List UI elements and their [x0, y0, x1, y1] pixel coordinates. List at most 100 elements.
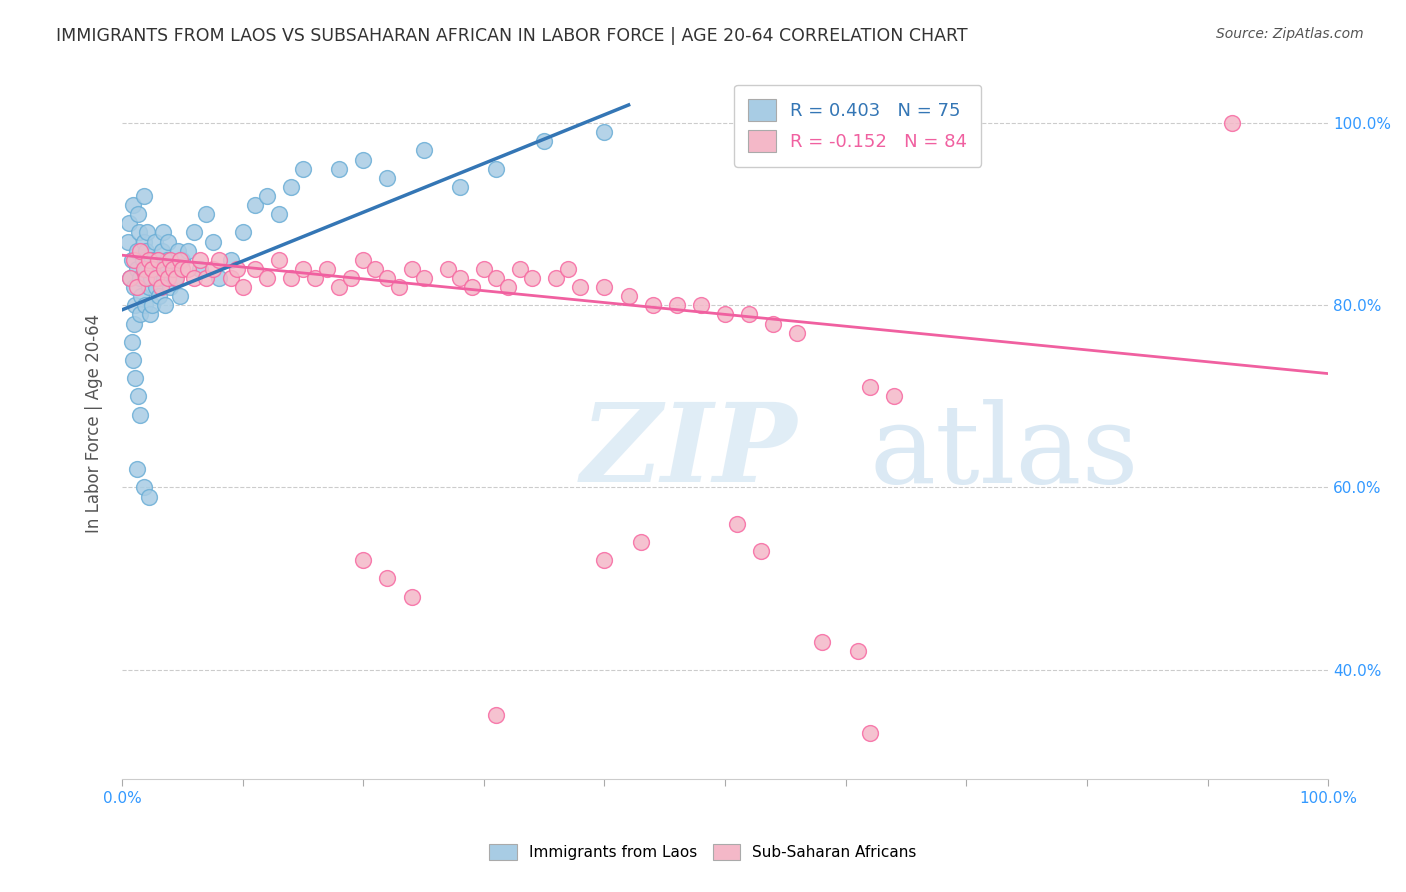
Point [166, 244, 188, 258]
Point [256, 271, 278, 285]
Text: IMMIGRANTS FROM LAOS VS SUBSAHARAN AFRICAN IN LABOR FORCE | AGE 20-64 CORRELATIO: IMMIGRANTS FROM LAOS VS SUBSAHARAN AFRIC… [56, 27, 967, 45]
Point [316, 261, 339, 276]
Point [153, 271, 176, 285]
Point [207, 271, 229, 285]
Point [509, 261, 531, 276]
Point [485, 271, 508, 285]
Text: Source: ZipAtlas.com: Source: ZipAtlas.com [1216, 27, 1364, 41]
Point [377, 271, 399, 285]
Point [485, 708, 508, 723]
Point [149, 280, 172, 294]
Point [132, 235, 155, 249]
Point [846, 644, 869, 658]
Point [135, 244, 157, 258]
Point [156, 235, 179, 249]
Point [557, 261, 579, 276]
Point [883, 389, 905, 403]
Point [165, 271, 187, 285]
Point [520, 271, 543, 285]
Point [569, 280, 592, 294]
Point [328, 161, 350, 176]
Legend: R = 0.403   N = 75, R = -0.152   N = 84: R = 0.403 N = 75, R = -0.152 N = 84 [734, 85, 981, 167]
Point [412, 144, 434, 158]
Point [122, 252, 145, 267]
Point [690, 298, 713, 312]
Point [725, 516, 748, 531]
Point [146, 252, 169, 267]
Point [145, 280, 167, 294]
Point [141, 298, 163, 312]
Point [169, 252, 191, 267]
Point [291, 261, 314, 276]
Point [243, 198, 266, 212]
Point [219, 271, 242, 285]
Point [177, 261, 200, 276]
Point [129, 408, 152, 422]
Text: ZIP: ZIP [581, 399, 797, 506]
Y-axis label: In Labor Force | Age 20-64: In Labor Force | Age 20-64 [86, 314, 103, 533]
Point [150, 244, 173, 258]
Point [143, 235, 166, 249]
Point [401, 590, 423, 604]
Point [280, 180, 302, 194]
Point [401, 261, 423, 276]
Point [145, 271, 167, 285]
Point [267, 207, 290, 221]
Point [159, 280, 181, 294]
Point [122, 353, 145, 368]
Point [142, 261, 165, 276]
Point [125, 462, 148, 476]
Point [485, 161, 508, 176]
Point [364, 261, 387, 276]
Point [232, 226, 254, 240]
Point [256, 189, 278, 203]
Point [304, 271, 326, 285]
Point [412, 271, 434, 285]
Point [129, 307, 152, 321]
Point [132, 189, 155, 203]
Point [762, 317, 785, 331]
Point [207, 252, 229, 267]
Point [169, 289, 191, 303]
Point [122, 280, 145, 294]
Point [195, 207, 218, 221]
Point [786, 326, 808, 340]
Point [617, 289, 640, 303]
Point [172, 261, 194, 276]
Point [328, 280, 350, 294]
Point [267, 252, 290, 267]
Point [152, 226, 174, 240]
Point [177, 244, 200, 258]
Point [121, 334, 143, 349]
Legend: Immigrants from Laos, Sub-Saharan Africans: Immigrants from Laos, Sub-Saharan Africa… [484, 838, 922, 866]
Point [183, 226, 205, 240]
Point [225, 261, 247, 276]
Point [135, 271, 157, 285]
Point [472, 261, 495, 276]
Point [135, 261, 157, 276]
Point [280, 271, 302, 285]
Point [141, 252, 163, 267]
Point [219, 252, 242, 267]
Point [132, 261, 155, 276]
Point [139, 271, 162, 285]
Point [127, 207, 149, 221]
Point [132, 480, 155, 494]
Point [593, 553, 616, 567]
Point [593, 125, 616, 139]
Point [749, 544, 772, 558]
Point [1220, 116, 1243, 130]
Point [449, 180, 471, 194]
Point [352, 153, 374, 167]
Point [122, 198, 145, 212]
Point [156, 252, 179, 267]
Point [136, 226, 159, 240]
Point [134, 298, 156, 312]
Point [190, 261, 212, 276]
Point [138, 280, 160, 294]
Point [738, 307, 761, 321]
Point [159, 252, 181, 267]
Point [139, 307, 162, 321]
Point [118, 216, 141, 230]
Point [533, 134, 555, 148]
